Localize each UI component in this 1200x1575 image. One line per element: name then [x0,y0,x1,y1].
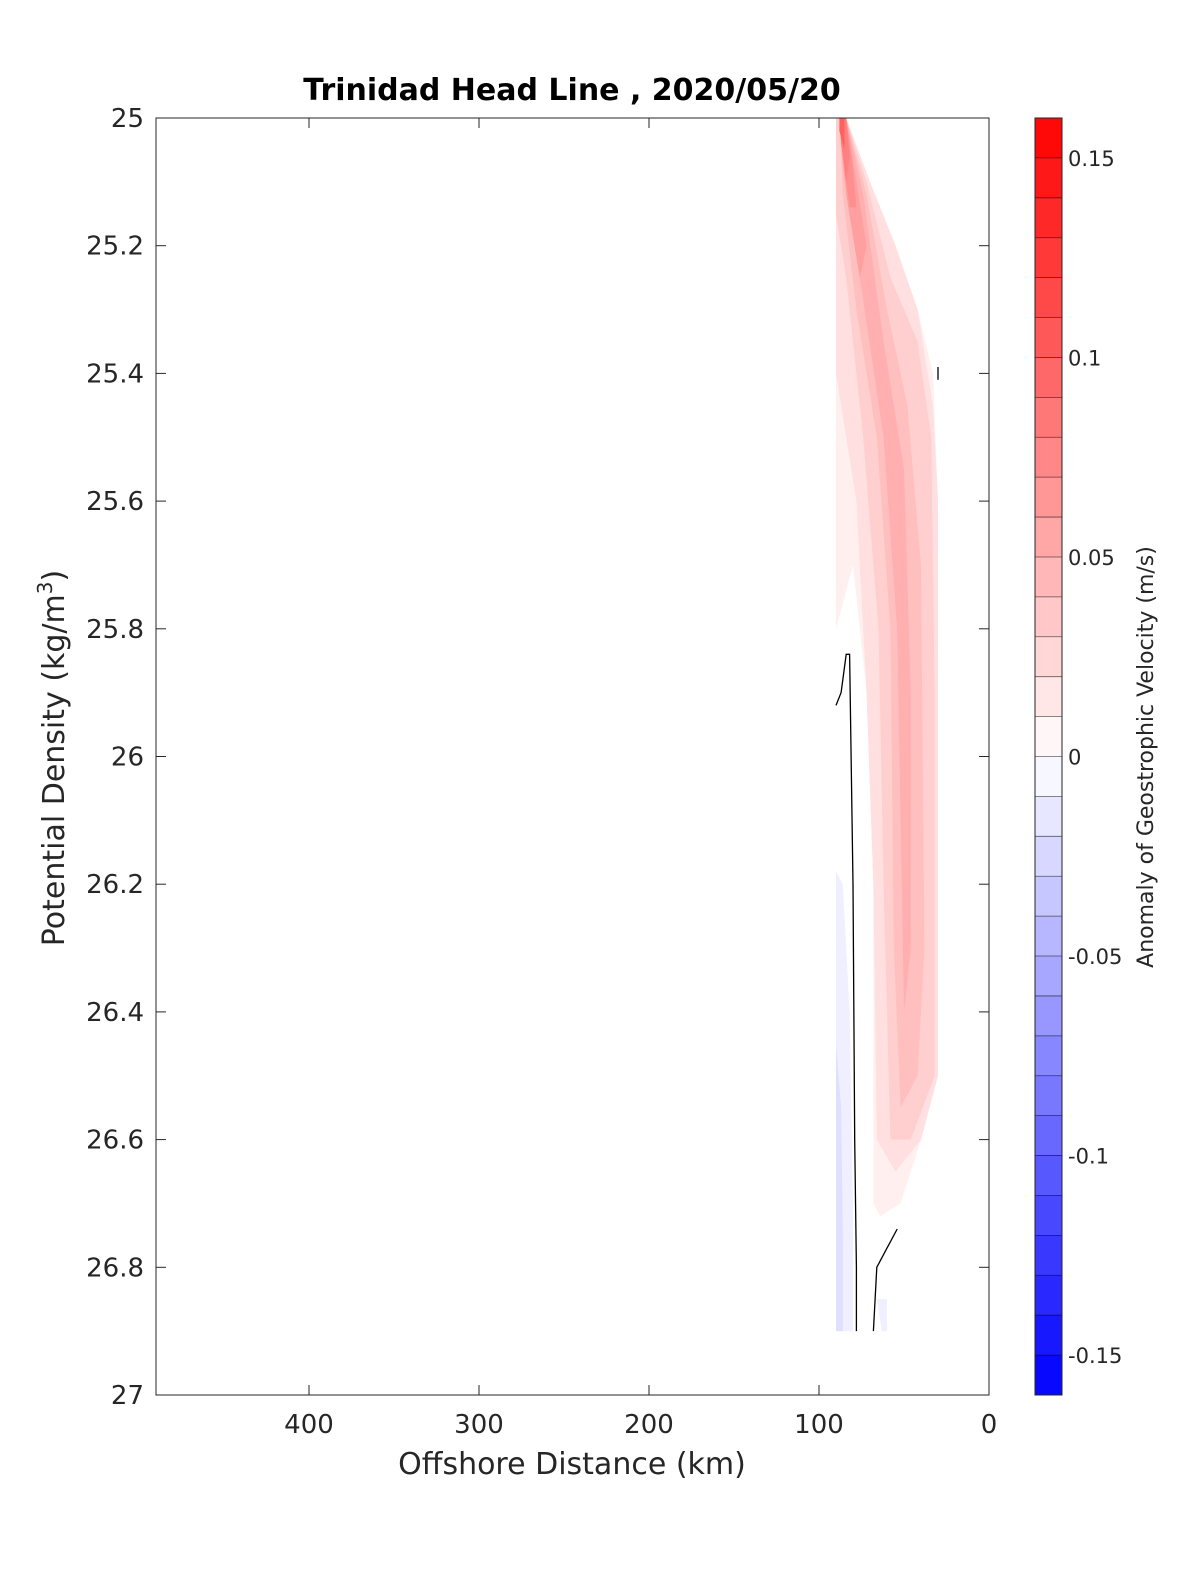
x-axis-ticks: 400 300 200 100 0 [284,118,997,1440]
colorbar-segment [1035,596,1062,638]
x-tick-label: 200 [624,1410,674,1440]
colorbar-segment [1035,317,1062,358]
x-tick-label: 400 [284,1410,334,1440]
y-axis-label-main: Potential Density (kg/m [37,594,72,946]
y-tick-label: 26.8 [86,1253,144,1283]
colorbar-segment [1035,956,1062,997]
colorbar-segment [1035,437,1062,478]
y-tick-label: 25.4 [86,359,144,389]
y-axis-ticks: 25 25.2 25.4 25.6 25.8 26 26.2 26.4 26.6 26.8 27 [86,104,989,1411]
colorbar-segment [1035,636,1062,678]
colorbar-segment [1035,1115,1062,1157]
colorbar-segment [1035,197,1062,239]
colorbar-tick-label: 0.1 [1068,346,1101,370]
colorbar-segment [1035,477,1062,518]
colorbar-segment [1035,357,1062,398]
contour-region-8 [839,118,845,150]
colorbar-segment [1035,995,1062,1037]
colorbar-segment [1035,1275,1062,1316]
y-tick-label: 26.6 [86,1126,144,1156]
zero-contour-0 [835,653,858,1332]
y-axis-label-end: ) [37,570,72,582]
y-tick-label: 26.2 [86,870,144,900]
y-tick-label: 25.2 [86,232,144,262]
colorbar-segment [1035,277,1062,319]
colorbar-segment [1035,676,1062,718]
colorbar-segment [1035,118,1062,159]
colorbar-segment [1035,1155,1062,1196]
colorbar-segment [1035,1195,1062,1236]
zero-contour-lines [835,367,939,1332]
y-tick-label: 27 [111,1381,144,1411]
colorbar-segment [1035,556,1062,598]
colorbar-segment [1035,836,1062,877]
x-tick-label: 300 [454,1410,504,1440]
y-tick-label: 26.4 [86,998,144,1028]
contour-region-4 [839,118,911,1012]
y-axis-label-sup: 3 [33,581,57,594]
colorbar-segment [1035,756,1062,797]
x-tick-label: 100 [794,1410,844,1440]
colorbar-tick-label: -0.05 [1068,945,1122,969]
contour-fills [836,118,938,1332]
y-tick-label: 25.8 [86,615,144,645]
y-tick-label: 25.6 [86,487,144,517]
y-axis-label: Potential Density (kg/m3) [33,570,72,946]
colorbar-segment [1035,1315,1062,1356]
x-tick-label: 0 [981,1410,998,1440]
colorbar-segment [1035,157,1062,199]
colorbar-tick-label: -0.1 [1068,1145,1109,1169]
colorbar-segment [1035,1235,1062,1276]
colorbar-tick-label: 0 [1068,746,1081,770]
y-tick-label: 25 [111,104,144,134]
colorbar-segment [1035,1075,1062,1117]
colorbar-segment [1035,916,1062,957]
colorbar-segment [1035,517,1062,558]
colorbar-ticks: 0.15 0.1 0.05 0 -0.05 -0.1 -0.15 [1068,147,1122,1368]
colorbar-segment [1035,237,1062,279]
zero-contour-1 [872,1228,898,1332]
colorbar-segment [1035,1355,1062,1396]
colorbar-segment [1035,876,1062,917]
colorbar [1034,117,1063,1396]
colorbar-segment [1035,716,1062,757]
x-axis-label: Offshore Distance (km) [398,1447,746,1482]
colorbar-segment [1035,397,1062,438]
contour-region-11 [876,1299,887,1332]
colorbar-tick-label: 0.05 [1068,546,1115,570]
contour-region-10 [836,1043,843,1332]
colorbar-tick-label: -0.15 [1068,1344,1122,1368]
colorbar-segment [1035,796,1062,837]
colorbar-label: Anomaly of Geostrophic Velocity (m/s) [1134,546,1159,968]
colorbar-frame [1034,117,1063,1396]
colorbar-segment [1035,1035,1062,1077]
y-tick-label: 26 [111,743,144,773]
colorbar-tick-label: 0.15 [1068,147,1115,171]
chart-title: Trinidad Head Line , 2020/05/20 [303,73,840,108]
